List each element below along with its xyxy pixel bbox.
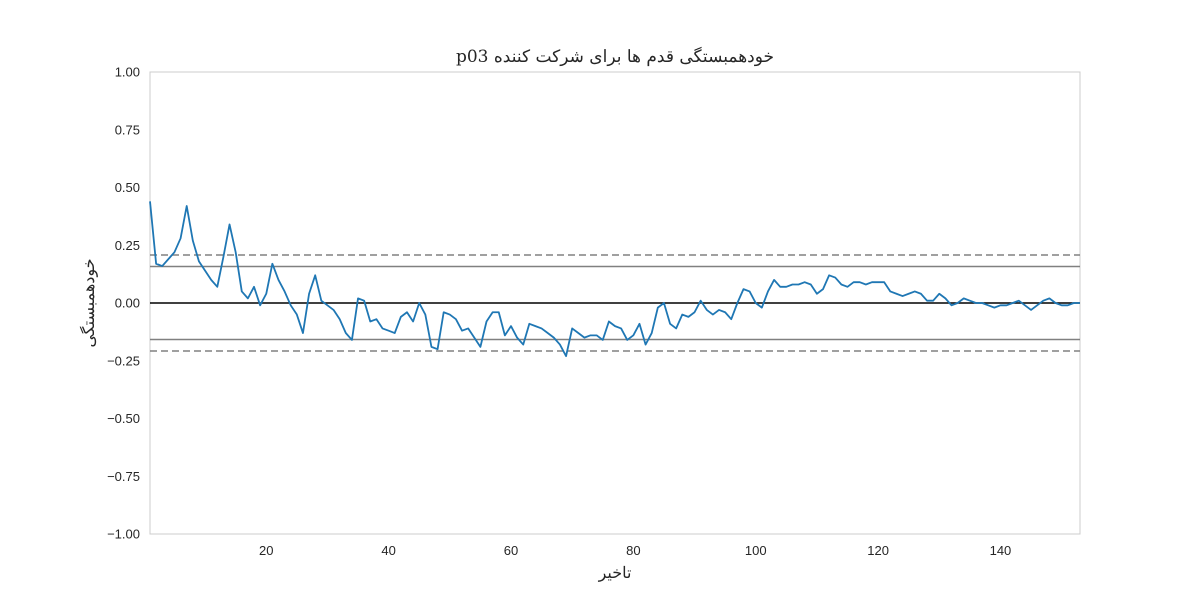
chart-title: خودهمبستگی قدم ها برای شرکت کننده p03 <box>456 46 774 67</box>
autocorrelation-series-line <box>149 201 1080 358</box>
x-tick-label: 100 <box>745 543 767 558</box>
y-tick-label: −0.50 <box>107 411 140 426</box>
x-axis-label: تاخیر <box>598 563 632 582</box>
y-tick-label: −1.00 <box>107 527 140 542</box>
y-tick-label: −0.25 <box>107 353 140 368</box>
y-tick-label: 0.75 <box>115 122 140 137</box>
y-axis-label: خودهمبستگی <box>79 258 98 347</box>
x-tick-label: 20 <box>259 543 273 558</box>
x-tick-label: 120 <box>867 543 889 558</box>
x-tick-label: 40 <box>381 543 395 558</box>
x-tick-label: 60 <box>504 543 518 558</box>
y-tick-label: 0.50 <box>115 180 140 195</box>
x-tick-label: 140 <box>990 543 1012 558</box>
y-tick-label: −0.75 <box>107 469 140 484</box>
x-tick-label: 80 <box>626 543 640 558</box>
y-tick-label: 0.00 <box>115 296 140 311</box>
y-tick-label: 0.25 <box>115 238 140 253</box>
y-tick-label: 1.00 <box>115 65 140 80</box>
